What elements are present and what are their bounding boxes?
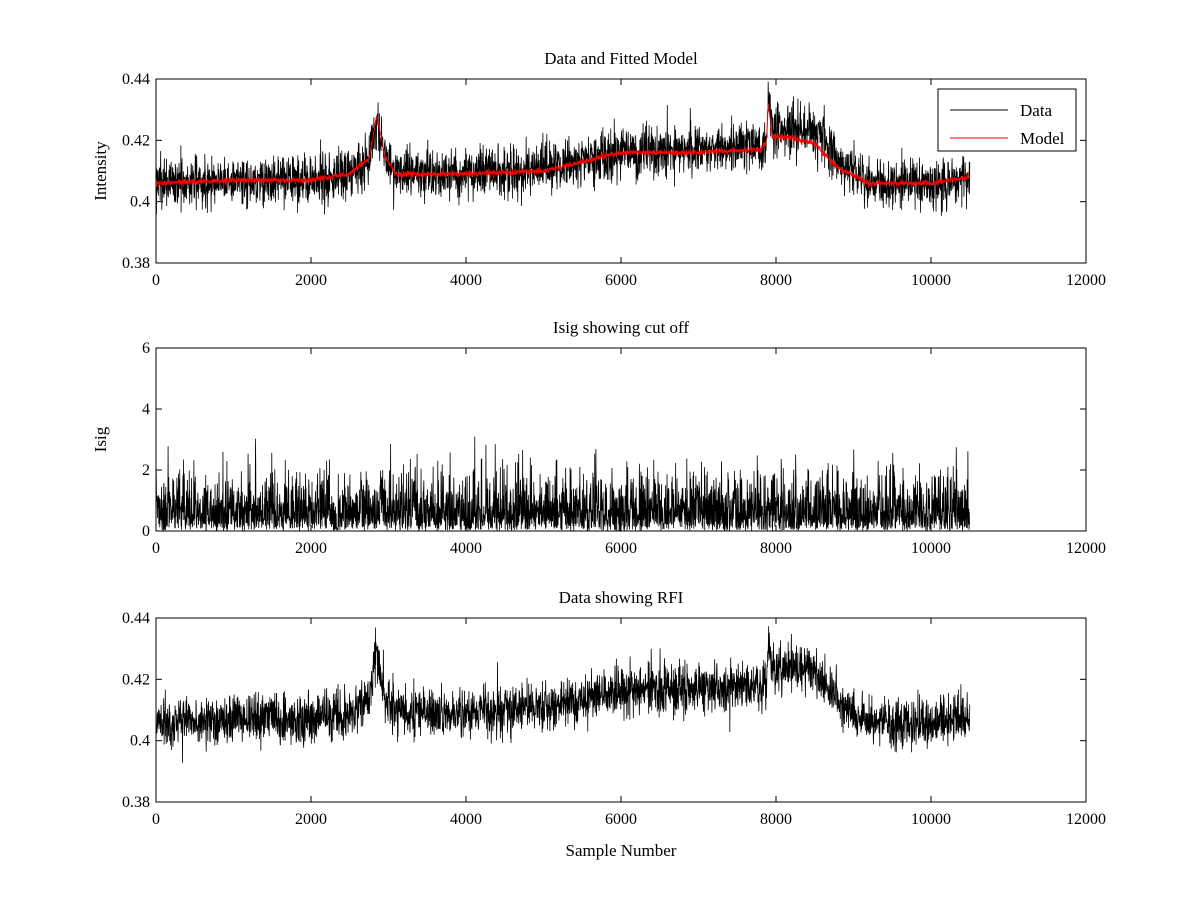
x-tick-label: 6000 xyxy=(605,540,637,557)
legend-box xyxy=(937,88,1077,152)
x-tick-label: 8000 xyxy=(760,272,792,289)
x-tick-label: 10000 xyxy=(911,272,951,289)
y-tick-label: 0.38 xyxy=(122,255,150,272)
series-line-data xyxy=(156,81,971,216)
y-tick-label: 6 xyxy=(142,340,150,357)
y-tick-label: 0 xyxy=(142,523,150,540)
y-tick-label: 0.4 xyxy=(130,733,150,750)
y-tick-label: 0.38 xyxy=(122,794,150,811)
y-tick-label: 0.42 xyxy=(122,671,150,688)
y-tick-label: 2 xyxy=(142,462,150,479)
x-axis-label: Sample Number xyxy=(566,841,677,860)
x-tick-label: 0 xyxy=(152,811,160,828)
x-tick-label: 12000 xyxy=(1066,811,1106,828)
chart-title: Isig showing cut off xyxy=(553,318,689,337)
series-line-signal xyxy=(156,626,971,764)
y-axis-label: Intensity xyxy=(91,141,110,201)
x-tick-label: 4000 xyxy=(450,811,482,828)
x-tick-label: 10000 xyxy=(911,811,951,828)
x-tick-label: 2000 xyxy=(295,811,327,828)
y-tick-label: 4 xyxy=(142,401,150,418)
x-tick-label: 12000 xyxy=(1066,540,1106,557)
x-tick-label: 2000 xyxy=(295,540,327,557)
legend-label-data: Data xyxy=(1020,101,1053,120)
series-line-signal xyxy=(156,436,971,531)
y-tick-label: 0.4 xyxy=(130,194,150,211)
subplot-1: 0 2000 4000 6000 8000 10000 12000 0.38 0.4 0.42 0.… xyxy=(91,49,1106,289)
x-tick-label: 0 xyxy=(152,272,160,289)
x-tick-label: 6000 xyxy=(605,811,637,828)
y-tick-label: 0.44 xyxy=(122,610,150,627)
legend: Data Model xyxy=(937,88,1077,152)
subplot-2: 0 2000 4000 6000 8000 10000 12000 0 2 4 6 Isig show… xyxy=(91,318,1106,557)
x-tick-label: 6000 xyxy=(605,272,637,289)
x-tick-label: 2000 xyxy=(295,272,327,289)
chart-title: Data and Fitted Model xyxy=(544,49,698,68)
y-tick-label: 0.44 xyxy=(122,71,150,88)
y-tick-label: 0.42 xyxy=(122,132,150,149)
chart-title: Data showing RFI xyxy=(559,588,684,607)
series-line-model xyxy=(156,103,971,189)
x-tick-label: 12000 xyxy=(1066,272,1106,289)
x-tick-label: 8000 xyxy=(760,811,792,828)
x-tick-label: 4000 xyxy=(450,540,482,557)
legend-label-model: Model xyxy=(1020,129,1065,148)
x-tick-label: 10000 xyxy=(911,540,951,557)
x-tick-label: 0 xyxy=(152,540,160,557)
y-axis-label: Isig xyxy=(91,426,110,452)
x-tick-label: 4000 xyxy=(450,272,482,289)
x-tick-label: 8000 xyxy=(760,540,792,557)
subplot-3: 0 2000 4000 6000 8000 10000 12000 0.38 0.4 0.42 0.… xyxy=(122,588,1106,860)
